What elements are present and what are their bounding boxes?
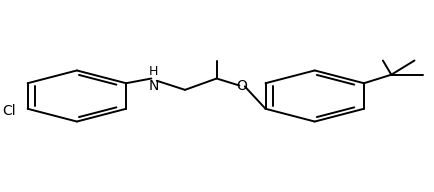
- Text: H: H: [149, 65, 158, 78]
- Text: O: O: [237, 79, 247, 93]
- Text: N: N: [148, 79, 159, 94]
- Text: Cl: Cl: [2, 104, 16, 118]
